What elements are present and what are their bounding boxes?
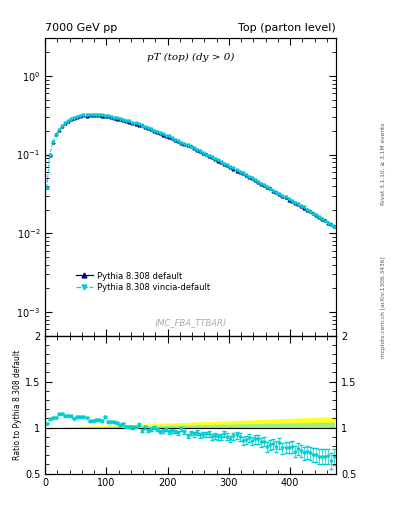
Y-axis label: Ratio to Pythia 8.308 default: Ratio to Pythia 8.308 default	[13, 350, 22, 460]
Text: (MC_FBA_TTBAR): (MC_FBA_TTBAR)	[154, 317, 227, 327]
Text: mcplots.cern.ch [arXiv:1306.3436]: mcplots.cern.ch [arXiv:1306.3436]	[381, 257, 386, 358]
Text: 7000 GeV pp: 7000 GeV pp	[45, 23, 118, 33]
Text: Top (parton level): Top (parton level)	[238, 23, 336, 33]
Text: pT (top) (dy > 0): pT (top) (dy > 0)	[147, 53, 234, 62]
Legend: Pythia 8.308 default, Pythia 8.308 vincia-default: Pythia 8.308 default, Pythia 8.308 vinci…	[73, 268, 213, 296]
Text: Rivet 3.1.10, ≥ 3.1M events: Rivet 3.1.10, ≥ 3.1M events	[381, 123, 386, 205]
